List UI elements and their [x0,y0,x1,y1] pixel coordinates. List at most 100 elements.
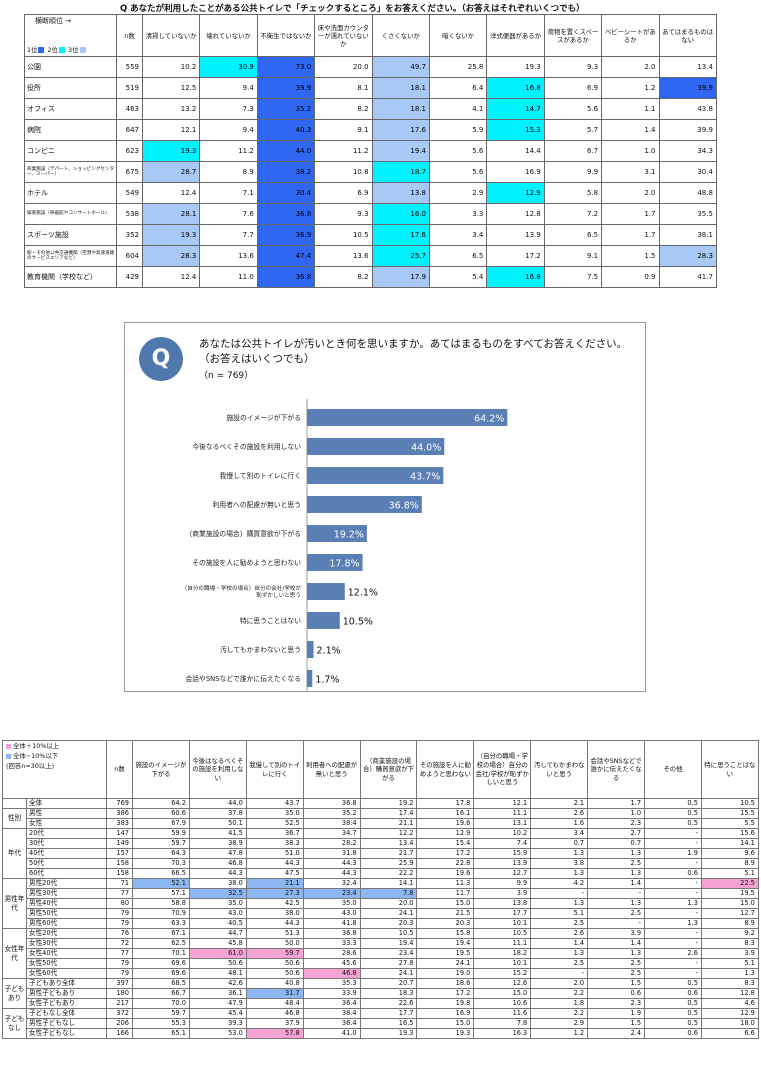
category-label: 利用者への配慮が無いと思う [213,500,301,509]
column-header: 清掃していないか [141,14,201,57]
table-cell: 6.9 [543,77,603,99]
table-cell: 41.8 [302,918,361,929]
row-label: オフィス [24,98,117,120]
table-cell: 34.7 [302,828,361,839]
table-cell: 9.4 [199,119,258,141]
table-cell: 2.0 [530,978,589,989]
table-cell: 59.7 [132,838,190,849]
table-cell: 13.9 [473,858,532,869]
table-cell: 15.0 [700,898,759,909]
column-header: その施設を人に勧めようと思わない [416,740,475,799]
table-cell: 19.6 [416,818,475,829]
table-row: 男性子どもあり 180 66.7 36.1 31.7 33.9 18.3 17.2 15.0 2.… [3,988,759,999]
table-cell: 57.1 [132,888,190,899]
table-cell: 11.3 [416,878,475,889]
table-cell: 5.7 [543,119,603,141]
table-cell: 6.7 [543,140,603,162]
table-row: 女性子どもなし 166 65.1 53.0 57.8 41.0 19.3 19.3 16.3 1.… [3,1028,759,1039]
table-cell: 8.1 [314,77,373,99]
table-cell: 2.5 [587,958,646,969]
table-cell: 9.6 [700,848,759,859]
table-cell: 3.8 [530,858,589,869]
table-cell: 7.4 [473,838,532,849]
row-n: 77 [106,888,134,899]
row-label: 役所 [24,77,117,99]
table-cell: 5.1 [700,868,759,879]
n-header: n数 [106,740,134,799]
table-cell: 38.0 [188,878,247,889]
table-cell: 1.7 [601,224,660,246]
table-cell: 5.6 [428,161,488,183]
table-cell: 18.1 [371,77,430,99]
table-cell: 4.2 [530,878,589,889]
row-label: 男性60代 [25,918,108,929]
table-cell: 28.6 [302,948,361,959]
row-n: 538 [116,203,143,225]
table-cell: 1.9 [587,1008,646,1019]
table-cell: 2.6 [530,808,589,819]
row-n: 217 [106,998,134,1009]
table-cell: 2.2 [530,988,589,999]
row-n: 157 [106,848,134,859]
table-cell: 19.5 [700,888,759,899]
table-cell: 2.3 [587,818,646,829]
table-cell: 50.6 [245,968,304,979]
table-cell: 12.9 [700,1008,759,1019]
table-cell: 1.4 [587,938,646,949]
table-cell: 41.0 [302,1028,361,1039]
table-cell: 16.0 [371,203,430,225]
table-cell: 7.8 [473,1018,532,1029]
table-cell: 1.3 [644,918,702,929]
table-cell: 13.9 [486,224,545,246]
rank-legend-3: 3位 [68,46,79,54]
table-cell: 4.1 [428,98,488,120]
table-cell: 30.4 [658,161,717,183]
table-cell: 57.8 [245,1028,304,1039]
bar [307,438,445,455]
table-cell: 3.1 [601,161,660,183]
table-cell: 1.3 [587,868,646,879]
table-cell: 65.1 [132,1028,190,1039]
table-cell: 52.1 [132,878,190,889]
value-label: 19.2% [334,530,364,541]
table-row: 全体 769 64.2 44.0 43.7 36.8 19.2 17.8 12.1 2.1 1.7 0… [2,798,759,809]
table-cell: 38.1 [658,224,717,246]
row-n: 79 [106,968,134,979]
table-cell: 19.3 [416,1028,475,1039]
category-label: 会話やSNSなどで誰かに伝えたくなる [185,674,301,683]
table-cell: 44.7 [188,928,247,939]
table-cell: 20.3 [359,918,418,929]
bar [307,525,367,542]
table-cell: 0.7 [587,838,646,849]
table-cell: 11.1 [473,938,532,949]
table-cell: 1.4 [530,938,589,949]
table-cell: - [644,938,702,949]
table-row: 女性 383 67.9 50.1 52.5 38.4 21.1 19.6 13.1 1.6 2.3 0… [3,818,759,829]
table-cell: 1.2 [530,1028,589,1039]
table-cell: 17.2 [416,848,475,859]
row-n: 383 [106,818,134,829]
table-row: 男性30代 77 57.1 32.5 27.3 23.4 7.8 11.7 3.9- - -19.5 [3,888,759,899]
table-cell: 12.7 [700,908,759,919]
table-cell: 39.3 [188,1018,247,1029]
table-cell: 13.8 [371,182,430,204]
table-cell: 13.4 [359,838,418,849]
table-cell: 1.9 [644,848,702,859]
row-n: 429 [116,266,143,288]
table-row: 教育機関（学校など） 429 12.4 11.0 36.8 8.2 17.9 5.4 16.8 7… [24,266,717,288]
table-cell: 43.7 [245,798,304,809]
table-cell: 18.0 [700,1018,759,1029]
table-cell: 11.7 [416,888,475,899]
table-row: 女性子どもあり 217 70.0 47.9 48.4 36.4 22.6 19.8 10.6 1.… [3,998,759,1009]
table-cell: 62.5 [132,938,190,949]
value-label: 36.8% [389,501,419,512]
table-row: 60代 158 66.5 44.3 47.5 44.3 22.2 19.6 12.7 1.3 1.3… [3,868,759,879]
group-label: 年代 [2,828,27,879]
table-cell: 5.8 [543,182,603,204]
table-cell: 8.9 [700,858,759,869]
row-n: 76 [106,928,134,939]
table-row: 女性50代 79 69.6 50.6 50.6 45.6 27.8 24.1 10.1 2.5 2.… [3,958,759,969]
table-cell: 2.5 [587,908,646,919]
top-table-title: Q あなたが利用したことがある公共トイレで「チェックするところ」をお答えください… [120,4,585,14]
table-cell: 19.3 [141,140,201,162]
